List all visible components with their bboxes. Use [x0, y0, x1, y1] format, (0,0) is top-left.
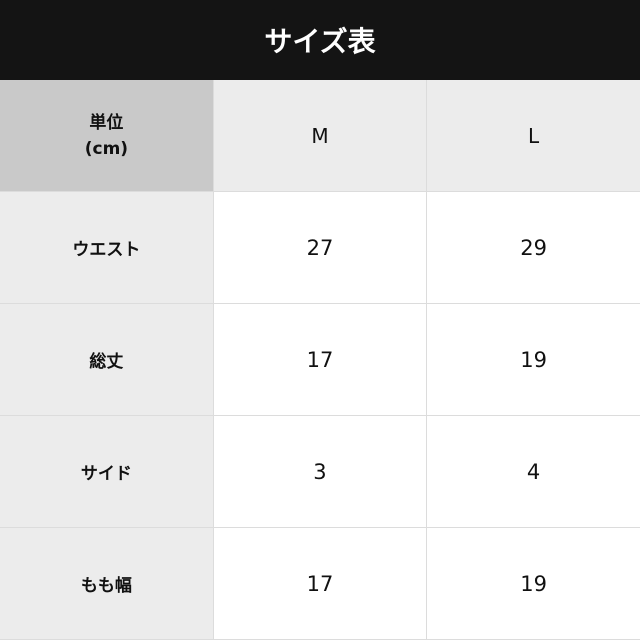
table-row: ウエスト 27 29 — [0, 191, 640, 304]
table-row: サイド 3 4 — [0, 415, 640, 528]
size-table: 単位 (cm) M L ウエスト 27 29 総丈 17 19 サイド 3 4 … — [0, 80, 640, 640]
row-label: もも幅 — [0, 527, 214, 640]
cell-value: 19 — [426, 527, 640, 640]
cell-value: 19 — [426, 303, 640, 416]
cell-value: 17 — [212, 527, 428, 640]
row-label: ウエスト — [0, 191, 214, 304]
cell-value: 4 — [426, 415, 640, 528]
cell-value: 27 — [212, 191, 428, 304]
unit-value: (cm) — [84, 138, 129, 159]
cell-value: 3 — [212, 415, 428, 528]
unit-cell: 単位 (cm) — [0, 80, 214, 192]
table-row: もも幅 17 19 — [0, 527, 640, 640]
cell-value: 17 — [212, 303, 428, 416]
column-header-l: L — [426, 80, 640, 192]
column-header-m: M — [212, 80, 428, 192]
page-title: サイズ表 — [0, 0, 640, 80]
cell-value: 29 — [426, 191, 640, 304]
row-label: サイド — [0, 415, 214, 528]
unit-label: 単位 — [89, 112, 124, 133]
table-row: 総丈 17 19 — [0, 303, 640, 416]
row-label: 総丈 — [0, 303, 214, 416]
table-header-row: 単位 (cm) M L — [0, 80, 640, 192]
